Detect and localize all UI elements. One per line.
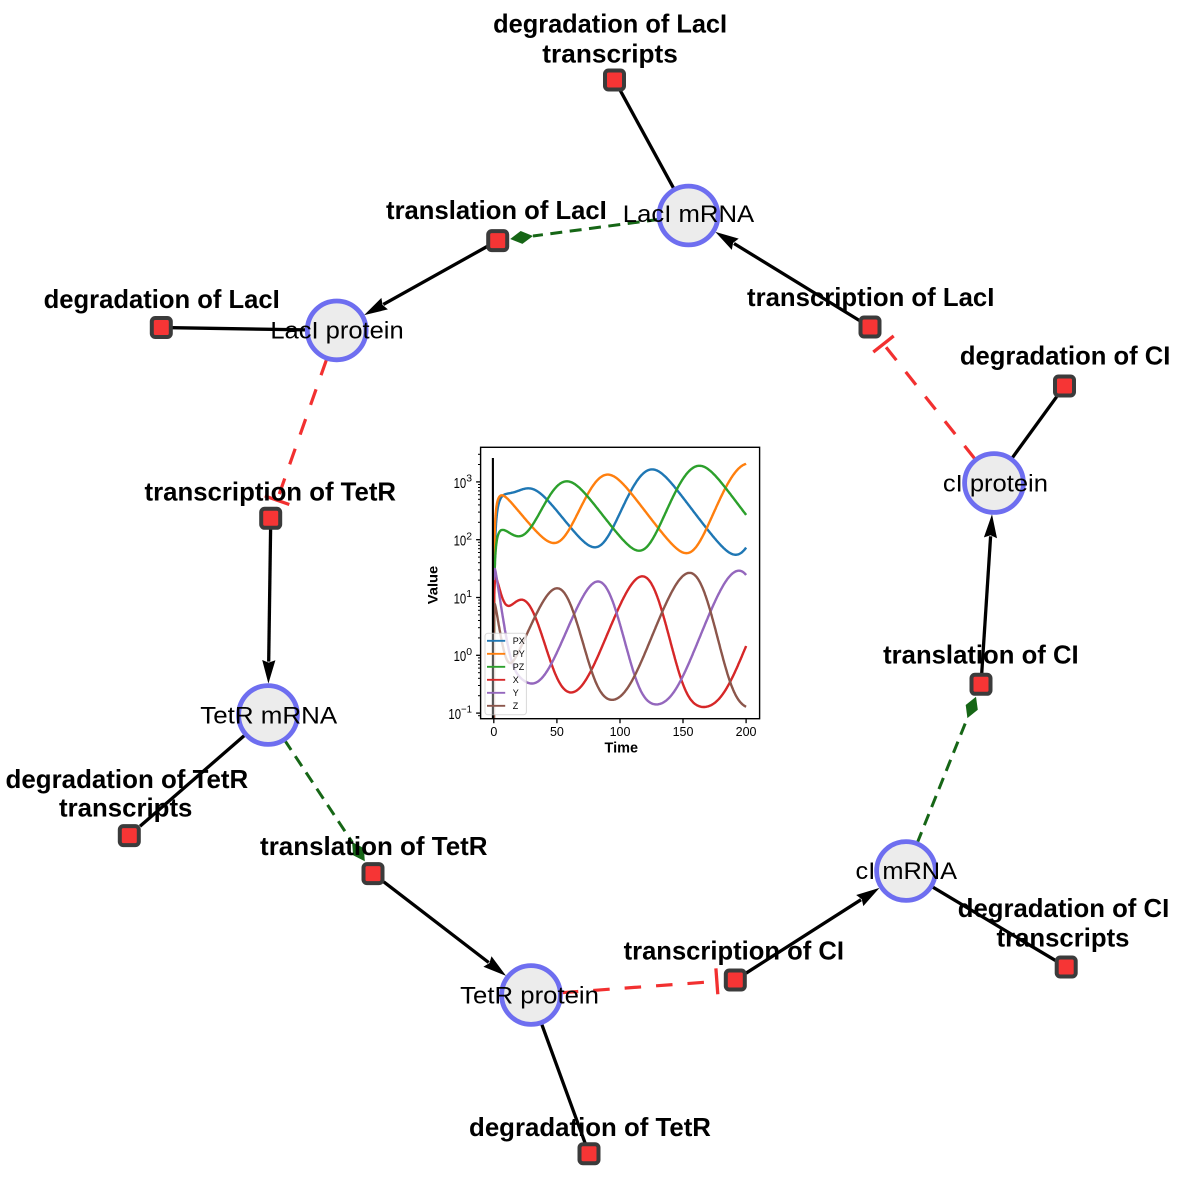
svg-text:−1: −1 — [461, 704, 472, 716]
svg-text:degradation of TetR: degradation of TetR — [6, 764, 249, 794]
svg-text:transcription of TetR: transcription of TetR — [145, 477, 397, 507]
svg-text:degradation of CI: degradation of CI — [960, 341, 1171, 371]
svg-text:translation of LacI: translation of LacI — [386, 195, 607, 225]
svg-text:50: 50 — [550, 725, 564, 739]
svg-text:degradation of TetR: degradation of TetR — [469, 1112, 711, 1142]
svg-text:TetR mRNA: TetR mRNA — [200, 703, 338, 730]
svg-text:2: 2 — [466, 530, 472, 542]
svg-text:TetR protein: TetR protein — [460, 983, 599, 1010]
svg-text:150: 150 — [673, 725, 694, 739]
svg-text:Time: Time — [605, 740, 639, 757]
svg-text:transcripts: transcripts — [59, 792, 192, 822]
svg-text:LacI mRNA: LacI mRNA — [623, 201, 755, 228]
svg-text:Value: Value — [425, 566, 441, 605]
svg-text:10: 10 — [454, 533, 467, 550]
svg-text:3: 3 — [466, 473, 472, 485]
svg-text:transcripts: transcripts — [542, 38, 678, 68]
svg-text:PZ: PZ — [513, 662, 525, 672]
svg-text:200: 200 — [736, 725, 757, 739]
svg-text:transcription of LacI: transcription of LacI — [747, 282, 994, 312]
svg-text:0: 0 — [466, 646, 472, 658]
svg-text:degradation of LacI: degradation of LacI — [44, 284, 280, 314]
svg-text:cI mRNA: cI mRNA — [856, 858, 958, 885]
svg-text:translation of CI: translation of CI — [883, 640, 1079, 670]
svg-text:10: 10 — [448, 706, 461, 723]
svg-text:Z: Z — [513, 701, 519, 711]
svg-text:degradation of LacI: degradation of LacI — [493, 8, 727, 38]
svg-text:Y: Y — [513, 688, 519, 698]
svg-text:1: 1 — [466, 588, 472, 600]
svg-text:degradation of CI: degradation of CI — [958, 893, 1170, 923]
svg-text:10: 10 — [454, 590, 467, 607]
svg-text:transcription of CI: transcription of CI — [624, 936, 844, 966]
svg-text:translation of TetR: translation of TetR — [260, 831, 488, 861]
svg-text:cI protein: cI protein — [943, 471, 1048, 498]
svg-text:X: X — [513, 675, 519, 685]
svg-text:PX: PX — [513, 636, 525, 646]
svg-text:PY: PY — [513, 649, 525, 659]
svg-text:0: 0 — [490, 725, 497, 739]
svg-text:100: 100 — [610, 725, 631, 739]
svg-text:10: 10 — [454, 648, 467, 665]
svg-text:transcripts: transcripts — [997, 923, 1130, 953]
svg-text:LacI protein: LacI protein — [270, 317, 403, 344]
svg-text:10: 10 — [454, 475, 467, 492]
